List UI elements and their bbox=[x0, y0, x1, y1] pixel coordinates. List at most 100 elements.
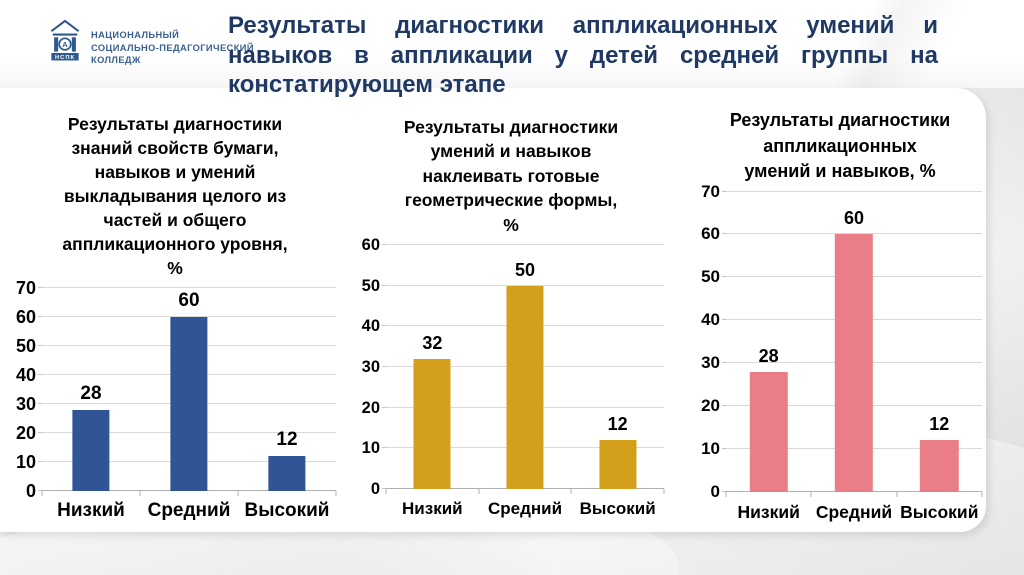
y-tick-label: 60 bbox=[15, 307, 36, 327]
chart-title: Результаты диагностики знаний свойств бум… bbox=[8, 112, 342, 280]
y-tick-label: 60 bbox=[701, 224, 720, 244]
y-tick-label: 70 bbox=[15, 278, 36, 298]
y-tick-label: 60 bbox=[361, 236, 380, 255]
y-tick-label: 10 bbox=[361, 439, 380, 458]
x-tick-mark bbox=[335, 491, 337, 496]
y-tick-label: 10 bbox=[15, 452, 36, 473]
x-tick-mark bbox=[896, 491, 898, 497]
bar bbox=[170, 317, 208, 491]
chart-title-line: частей и общего bbox=[103, 210, 247, 230]
gridline bbox=[386, 284, 664, 286]
gridline bbox=[386, 244, 664, 246]
chart-title-line: умений и навыков bbox=[430, 141, 592, 162]
y-tick-label: 0 bbox=[25, 481, 36, 501]
bar bbox=[599, 440, 637, 490]
bar-slot: 12 bbox=[238, 288, 336, 491]
bar-slot: 28 bbox=[42, 288, 140, 491]
y-tick-label: 30 bbox=[15, 394, 36, 414]
bar-value-label: 60 bbox=[843, 208, 864, 229]
bars-layer: 32 50 12 bbox=[386, 245, 664, 490]
x-axis-labels: Низкий Средний Высокий bbox=[726, 502, 982, 523]
chart-title-line: аппликационного уровня, bbox=[62, 234, 288, 254]
y-tick-label: 40 bbox=[361, 317, 380, 336]
college-building-icon: А НСПК bbox=[50, 19, 80, 61]
y-tick-mark bbox=[722, 319, 726, 321]
y-tick-label: 20 bbox=[15, 423, 36, 444]
bar-slot: 32 bbox=[386, 245, 479, 490]
y-tick-label: 30 bbox=[701, 352, 720, 372]
bar bbox=[920, 440, 959, 492]
bars-layer: 28 60 12 bbox=[726, 192, 982, 492]
bar bbox=[72, 409, 110, 491]
x-tick-mark bbox=[237, 491, 239, 496]
y-tick-mark bbox=[722, 276, 726, 278]
chart-application-skills: Результаты диагностики аппликационных умен… bbox=[692, 108, 988, 523]
y-tick-label: 40 bbox=[701, 310, 720, 330]
y-tick-mark bbox=[382, 325, 386, 327]
chart-paper-knowledge: Результаты диагностики знаний свойств бум… bbox=[8, 112, 342, 522]
bar-slot: 60 bbox=[140, 288, 238, 491]
college-logo: А НСПК НАЦИОНАЛЬНЫЙ СОЦИАЛЬНО-ПЕДАГОГИЧЕ… bbox=[50, 18, 254, 67]
gridline bbox=[42, 316, 336, 317]
bar-slot: 12 bbox=[897, 192, 982, 492]
y-tick-label: 50 bbox=[701, 267, 720, 287]
y-tick-label: 70 bbox=[701, 181, 720, 201]
bar-value-label: 60 bbox=[178, 290, 200, 311]
x-tick-mark bbox=[981, 491, 983, 497]
y-tick-mark bbox=[38, 374, 42, 375]
y-tick-label: 50 bbox=[361, 276, 380, 295]
y-tick-label: 40 bbox=[15, 365, 36, 386]
y-tick-mark bbox=[38, 287, 42, 288]
y-tick-label: 0 bbox=[370, 480, 380, 499]
x-tick-mark bbox=[663, 489, 665, 495]
x-tick-mark bbox=[478, 489, 480, 495]
chart-title-line: аппликационных bbox=[763, 135, 917, 156]
chart-title-line: наклеивать готовые bbox=[422, 165, 600, 186]
logo-org-name-line: КОЛЛЕДЖ bbox=[91, 55, 141, 65]
y-axis: 0 10 20 30 40 50 60 70 bbox=[8, 278, 42, 501]
bar-slot: 50 bbox=[479, 245, 572, 490]
bar-value-label: 12 bbox=[276, 429, 298, 451]
y-tick-mark bbox=[382, 284, 386, 286]
bar bbox=[749, 371, 788, 492]
y-tick-label: 50 bbox=[15, 336, 36, 356]
y-tick-label: 20 bbox=[361, 398, 380, 417]
bar bbox=[834, 234, 874, 492]
x-category-label: Низкий bbox=[402, 499, 463, 519]
x-tick-mark bbox=[570, 489, 572, 495]
chart-title-line: геометрические формы, bbox=[404, 190, 618, 211]
chart-title-line: Результаты диагностики bbox=[729, 110, 951, 130]
bars-layer: 28 60 12 bbox=[42, 288, 336, 491]
logo-abbreviation: НСПК bbox=[55, 55, 75, 61]
chart-title-line: % bbox=[167, 258, 183, 278]
x-tick-mark bbox=[41, 491, 43, 496]
plot-area: 28 60 12 bbox=[38, 287, 337, 496]
chart-title-line: выкладывания целого из bbox=[63, 186, 287, 206]
y-tick-mark bbox=[38, 403, 42, 404]
y-tick-mark bbox=[722, 190, 726, 192]
slide-title: Результаты диагностики аппликационных ум… bbox=[228, 12, 938, 98]
logo-org-name: НАЦИОНАЛЬНЫЙ СОЦИАЛЬНО-ПЕДАГОГИЧЕСКИЙ КО… bbox=[91, 29, 254, 67]
y-tick-mark bbox=[38, 345, 42, 346]
y-tick-mark bbox=[38, 316, 42, 317]
chart-title-line: Результаты диагностики bbox=[403, 117, 619, 137]
plot-row: 0 10 20 30 40 50 60 32 50 12 bbox=[352, 236, 670, 498]
bar-slot: 60 bbox=[811, 192, 896, 492]
y-tick-mark bbox=[382, 447, 386, 449]
y-tick-label: 10 bbox=[701, 438, 720, 458]
logo-org-name-line: НАЦИОНАЛЬНЫЙ bbox=[91, 30, 180, 40]
bar bbox=[506, 285, 544, 490]
y-axis: 0 10 20 30 40 50 60 70 bbox=[692, 182, 726, 501]
x-tick-mark bbox=[139, 491, 141, 496]
x-tick-mark bbox=[725, 491, 727, 497]
y-tick-mark bbox=[382, 406, 386, 408]
bar-value-label: 50 bbox=[514, 259, 536, 280]
logo-monogram: А bbox=[62, 40, 68, 49]
gridline bbox=[42, 287, 336, 288]
y-tick-mark bbox=[722, 447, 726, 449]
y-tick-label: 0 bbox=[710, 481, 720, 501]
logo-org-name-line: СОЦИАЛЬНО-ПЕДАГОГИЧЕСКИЙ bbox=[91, 42, 254, 53]
y-tick-label: 30 bbox=[361, 358, 380, 377]
chart-title-line: навыков и умений bbox=[94, 162, 256, 182]
